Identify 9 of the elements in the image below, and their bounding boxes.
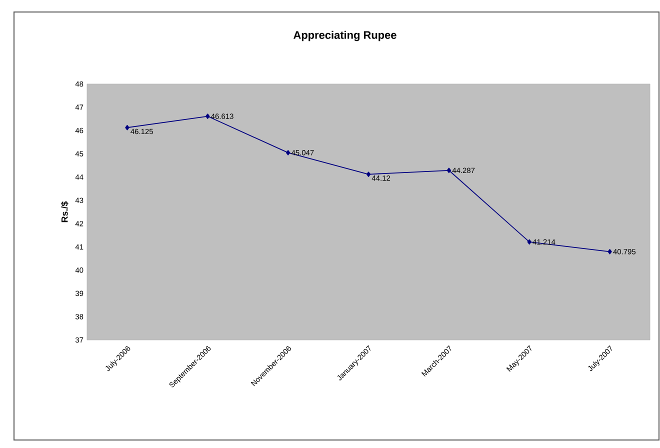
point <box>527 239 532 245</box>
point <box>125 124 130 130</box>
y-axis-title: Rs./$ <box>61 201 68 222</box>
point <box>206 114 210 119</box>
point <box>366 172 371 177</box>
point <box>446 168 452 174</box>
chart-title: Appreciating Rupee <box>294 30 396 42</box>
point <box>608 249 612 254</box>
point <box>286 150 290 156</box>
